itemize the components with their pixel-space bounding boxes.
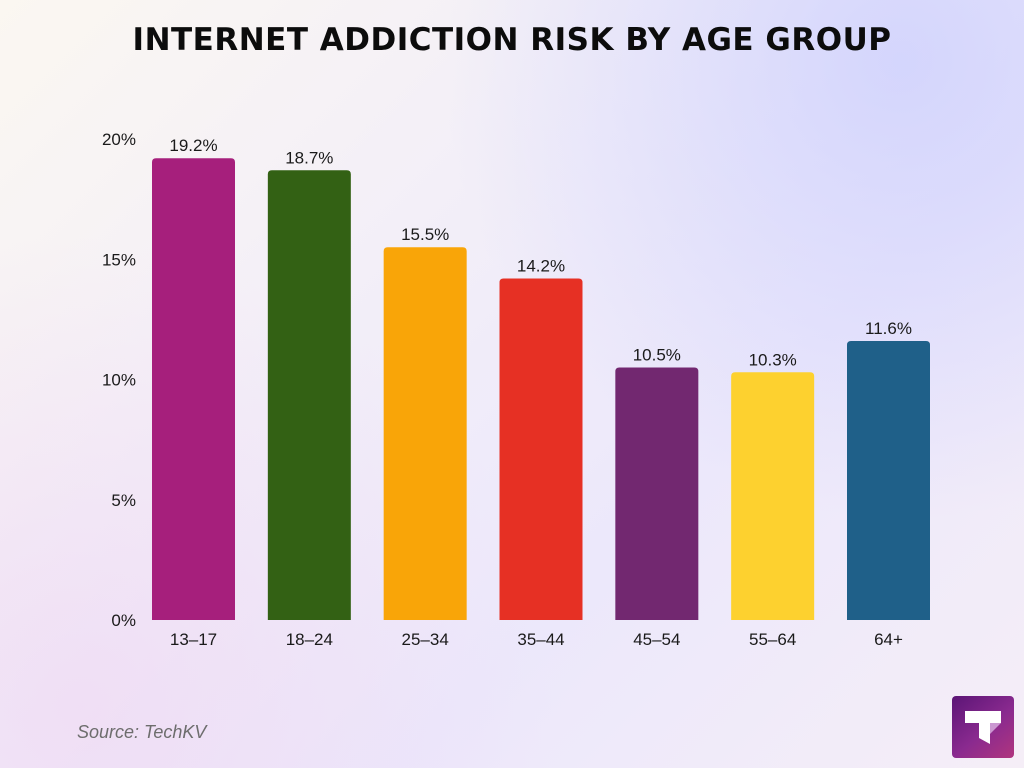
value-label: 14.2%: [517, 256, 565, 275]
bar-13–17: [152, 158, 235, 621]
source-note: Source: TechKV: [77, 722, 207, 742]
x-tick-label: 13–17: [170, 630, 217, 649]
y-tick-label: 0%: [111, 611, 136, 630]
y-tick-label: 20%: [102, 130, 136, 149]
value-label: 10.3%: [749, 350, 797, 369]
value-label: 15.5%: [401, 225, 449, 244]
bars-group: [152, 158, 930, 621]
bar-35–44: [499, 278, 583, 620]
y-axis: 0% 5% 10% 15% 20%: [102, 130, 136, 630]
x-axis: 13–17 18–24 25–34 35–44 45–54 55–64 64+: [170, 630, 903, 649]
bar-64+: [847, 341, 930, 620]
x-tick-label: 64+: [874, 630, 903, 649]
y-tick-label: 10%: [102, 371, 136, 390]
x-tick-label: 35–44: [517, 630, 564, 649]
chart-title: INTERNET ADDICTION RISK BY AGE GROUP: [132, 22, 892, 58]
x-tick-label: 18–24: [286, 630, 333, 649]
x-tick-label: 25–34: [402, 630, 449, 649]
x-tick-label: 55–64: [749, 630, 796, 649]
y-tick-label: 5%: [111, 491, 136, 510]
bar-18–24: [267, 170, 351, 620]
techkv-logo-icon: [952, 696, 1014, 758]
y-tick-label: 15%: [102, 250, 136, 269]
value-label: 19.2%: [169, 136, 217, 155]
logo-glyph: [965, 711, 1001, 744]
bar-55–64: [731, 372, 815, 620]
bar-25–34: [383, 247, 467, 620]
value-label: 18.7%: [285, 148, 333, 167]
value-labels: 19.2% 18.7% 15.5% 14.2% 10.5% 10.3% 11.6%: [169, 136, 912, 369]
value-label: 10.5%: [633, 345, 681, 364]
value-label: 11.6%: [865, 319, 912, 338]
x-tick-label: 45–54: [633, 630, 680, 649]
bar-45–54: [615, 367, 699, 620]
